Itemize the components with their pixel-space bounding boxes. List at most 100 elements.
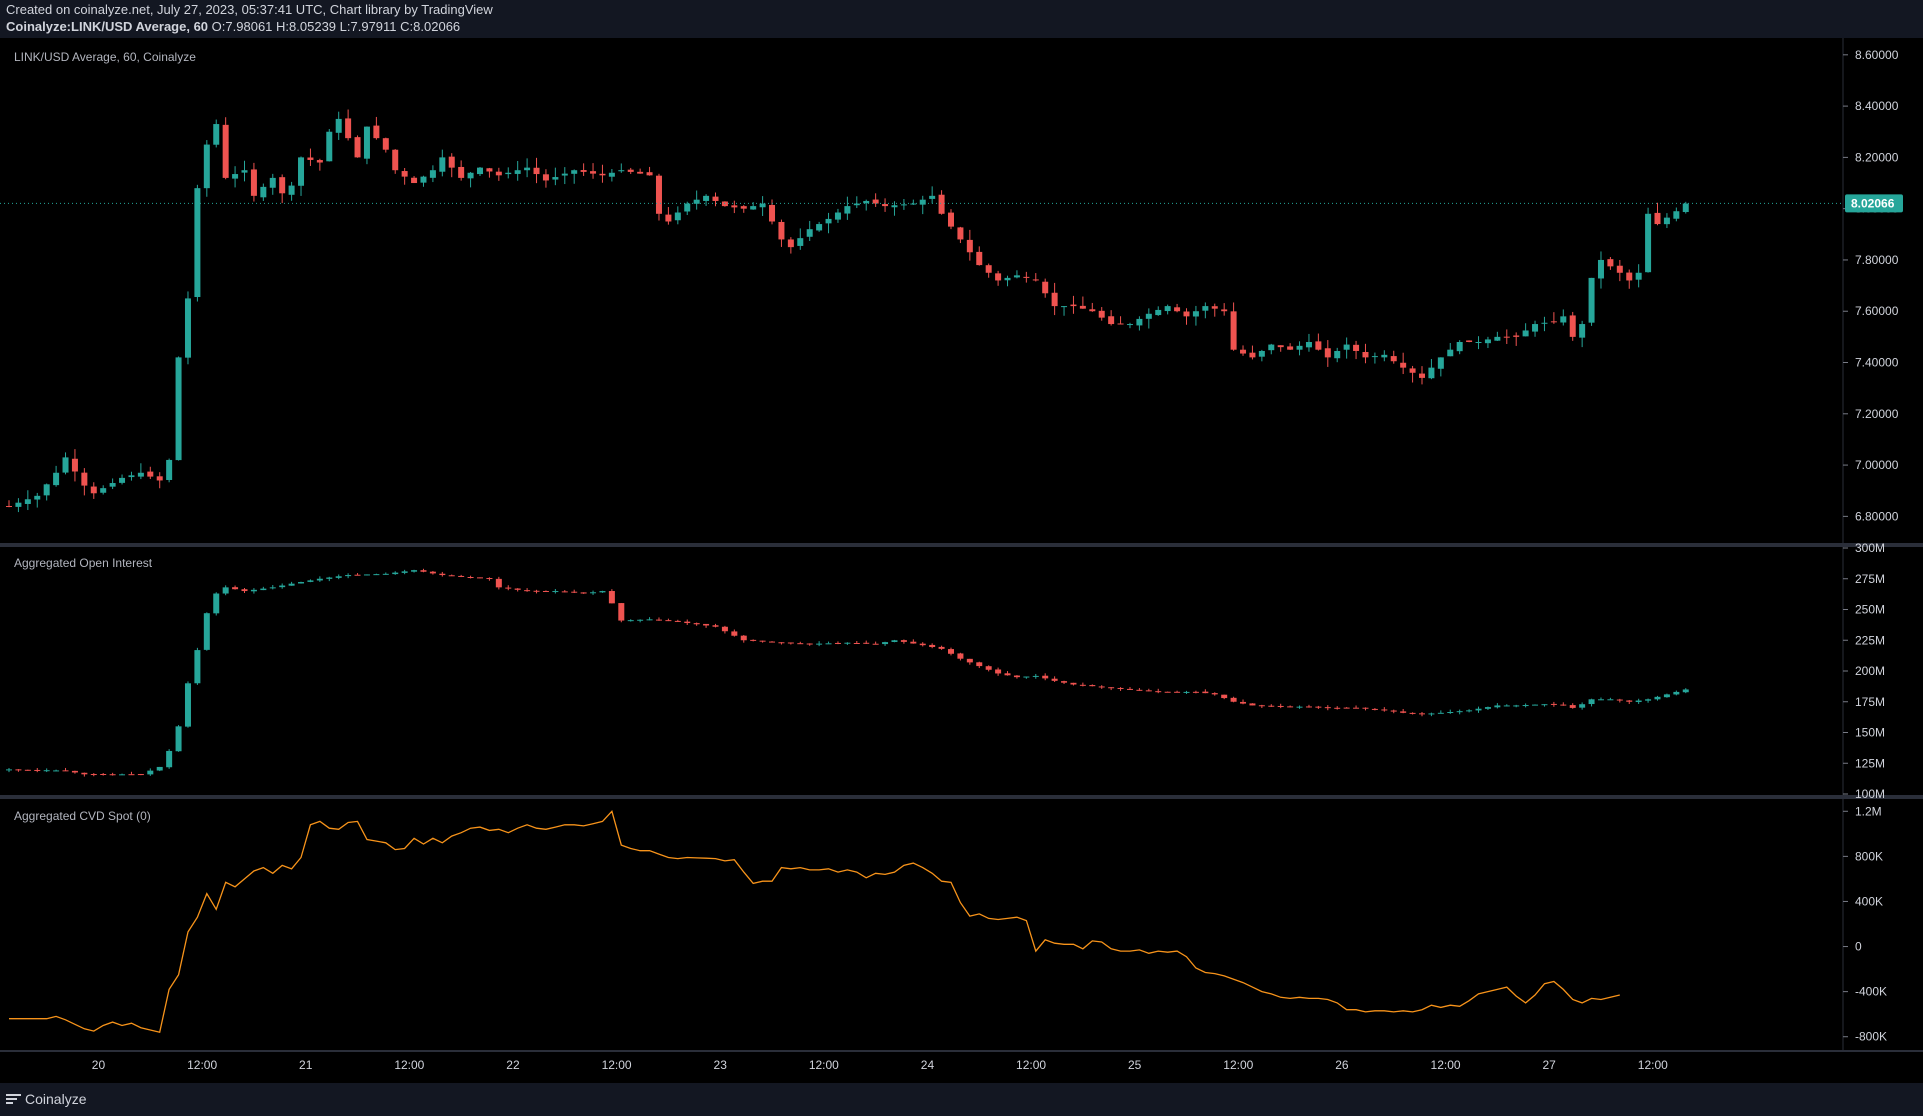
price-pane[interactable]	[6, 109, 1689, 513]
price-tick-label: 7.40000	[1855, 356, 1899, 370]
candle	[542, 174, 549, 181]
price-tick-label: 8.60000	[1855, 48, 1899, 62]
candle	[316, 578, 323, 581]
open-interest-pane[interactable]	[6, 568, 1689, 777]
price-scale[interactable]: 8.600008.400008.200008.000007.800007.600…	[0, 48, 1903, 1044]
time-tick-label: 12:00	[1016, 1058, 1046, 1072]
candle	[1522, 705, 1529, 707]
oi-tick-label: 200M	[1855, 664, 1885, 678]
candle	[834, 212, 841, 220]
candle	[250, 169, 257, 196]
candle	[1324, 348, 1331, 358]
cvd-pane-title: Aggregated CVD Spot (0)	[14, 809, 151, 823]
time-tick-label: 26	[1335, 1058, 1349, 1072]
candle	[1607, 259, 1614, 267]
candle	[1343, 344, 1350, 350]
candle	[1484, 339, 1491, 344]
candle	[1428, 713, 1435, 715]
candle	[222, 587, 229, 594]
candle	[1174, 691, 1181, 693]
price-tick-label: 8.20000	[1855, 150, 1899, 164]
candle	[15, 769, 22, 771]
candle	[335, 118, 342, 133]
candle	[1277, 345, 1284, 348]
candle	[759, 640, 766, 642]
candle	[608, 591, 615, 604]
oi-tick-label: 100M	[1855, 787, 1885, 801]
candle	[552, 177, 559, 180]
candle	[458, 166, 465, 178]
candle	[552, 591, 559, 593]
oi-tick-label: 300M	[1855, 541, 1885, 555]
low-label: L:	[339, 19, 351, 34]
symbol-label: Coinalyze:LINK/USD Average, 60	[6, 19, 209, 34]
candle	[1532, 704, 1539, 706]
candle	[1249, 352, 1256, 358]
candle	[627, 169, 634, 172]
candle	[948, 212, 954, 227]
candle	[43, 770, 50, 772]
candle	[1513, 705, 1520, 707]
candle	[1569, 705, 1576, 708]
candle	[1400, 362, 1407, 368]
candle	[1626, 700, 1633, 702]
candle	[1089, 309, 1096, 312]
last-price-label: 8.02066	[1851, 196, 1895, 210]
candle	[411, 570, 418, 572]
candle	[1475, 342, 1482, 343]
candle	[976, 662, 983, 667]
pane-separator[interactable]	[0, 795, 1923, 799]
candle	[957, 653, 964, 659]
candle	[1089, 685, 1096, 687]
candle	[561, 591, 568, 593]
candle	[1334, 707, 1341, 709]
candle	[542, 591, 549, 593]
candle	[1409, 712, 1416, 714]
candle	[1550, 703, 1557, 705]
candle	[1334, 350, 1341, 359]
time-tick-label: 12:00	[809, 1058, 839, 1072]
candle	[1663, 694, 1670, 698]
candle	[1315, 706, 1322, 708]
candle	[1532, 324, 1539, 332]
low-value: 7.97911	[350, 19, 397, 34]
candle	[1626, 272, 1633, 281]
candle	[985, 666, 992, 670]
candle	[1588, 277, 1595, 323]
candle	[1126, 324, 1133, 326]
candle	[156, 766, 163, 771]
candle	[787, 642, 794, 644]
pane-separator[interactable]	[0, 543, 1923, 547]
chart-canvas[interactable]: 8.600008.400008.200008.000007.800007.600…	[0, 38, 1923, 1083]
candle	[1597, 699, 1604, 701]
time-scale[interactable]: 20 12:00 21 12:00 22 12:00 23 12:00 24 12:00 25 12:…	[92, 1058, 1668, 1072]
candle	[938, 646, 945, 649]
candle	[1070, 682, 1077, 685]
candle	[731, 205, 738, 208]
cvd-series-line	[9, 810, 1620, 1033]
candle	[1051, 292, 1058, 307]
last-price-badge	[1845, 194, 1903, 213]
time-tick-label: 12:00	[602, 1058, 632, 1072]
candle	[326, 131, 333, 162]
candle	[825, 218, 832, 224]
candle	[260, 588, 267, 591]
candle	[1211, 693, 1218, 695]
candle	[769, 204, 776, 222]
candle	[919, 643, 926, 646]
candle	[1023, 276, 1030, 278]
candle	[241, 589, 248, 592]
candle	[891, 640, 898, 642]
candle	[778, 642, 785, 644]
candle	[1136, 689, 1143, 691]
candle	[194, 650, 201, 684]
candle	[740, 206, 747, 209]
candle	[948, 649, 954, 654]
candle	[1211, 306, 1218, 309]
candle	[750, 206, 757, 210]
candle	[938, 194, 945, 214]
candle	[119, 477, 126, 483]
cvd-pane[interactable]	[9, 810, 1620, 1033]
time-tick-label: 12:00	[1638, 1058, 1668, 1072]
coinalyze-logo[interactable]: Coinalyze	[6, 1091, 86, 1107]
